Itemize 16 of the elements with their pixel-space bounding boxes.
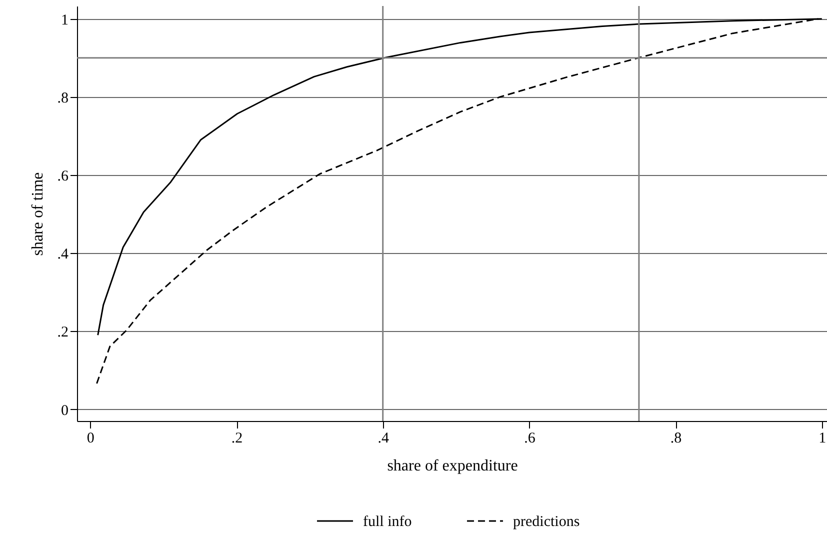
x-axis-title: share of expenditure bbox=[387, 458, 518, 474]
legend-label: predictions bbox=[513, 514, 580, 530]
y-axis-title: share of time bbox=[29, 172, 46, 256]
x-tick-label: .2 bbox=[231, 430, 243, 446]
y-tick-label: .4 bbox=[57, 246, 69, 263]
x-tick-label: .8 bbox=[670, 430, 682, 446]
y-tick-label: 0 bbox=[61, 402, 68, 419]
y-tick-label: .2 bbox=[57, 324, 68, 341]
x-tick-label: 1 bbox=[818, 430, 826, 446]
y-tick-label: .6 bbox=[57, 168, 69, 185]
y-tick-label: 1 bbox=[61, 12, 68, 28]
legend-label: full info bbox=[363, 514, 412, 530]
x-tick-label: .6 bbox=[524, 430, 536, 446]
y-tick-label: .8 bbox=[57, 90, 68, 106]
x-tick-label: 0 bbox=[86, 430, 94, 446]
x-tick-label: .4 bbox=[378, 430, 390, 446]
